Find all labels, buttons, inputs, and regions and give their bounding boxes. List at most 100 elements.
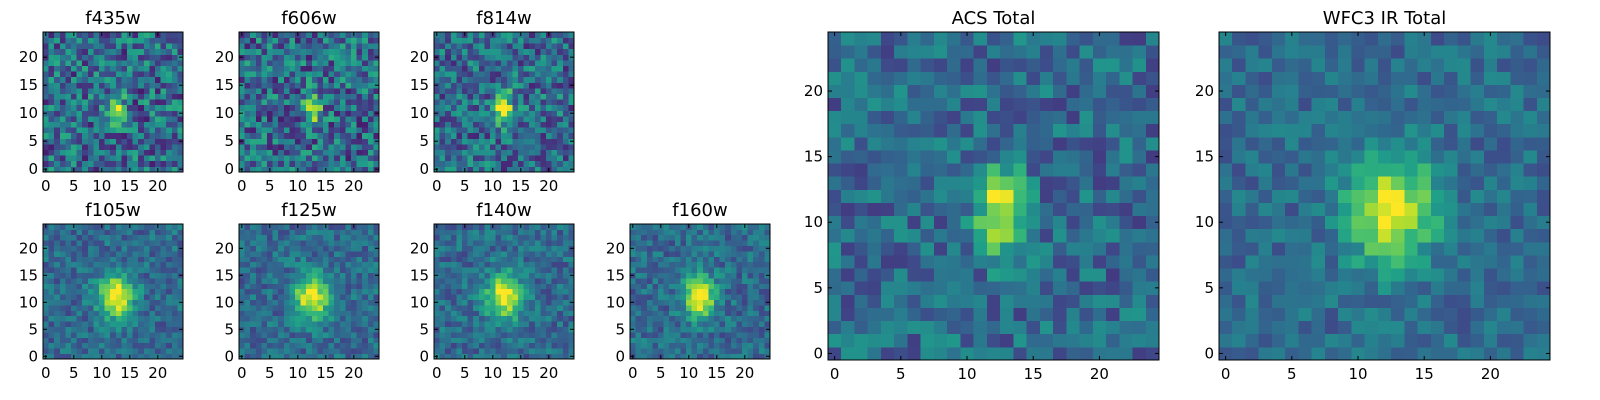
- heatmap-cell: [1132, 241, 1147, 256]
- heatmap-cell: [1013, 346, 1027, 361]
- heatmap-cell: [1066, 294, 1080, 308]
- heatmap-cell: [663, 261, 670, 268]
- heatmap-cell: [155, 294, 161, 300]
- heatmap-cell: [300, 37, 307, 44]
- heatmap-cell: [59, 160, 66, 167]
- heatmap-cell: [356, 43, 363, 50]
- heatmap-cell: [339, 32, 346, 38]
- heatmap-cell: [456, 332, 463, 338]
- heatmap-cell: [48, 149, 55, 156]
- heatmap-cell: [630, 288, 636, 295]
- heatmap-cell: [54, 48, 61, 55]
- heatmap-cell: [149, 71, 156, 78]
- heatmap-cell: [48, 267, 55, 273]
- heatmap-cell: [138, 155, 145, 162]
- heatmap-cell: [328, 256, 335, 263]
- heatmap-cell: [456, 337, 463, 344]
- heatmap-cell: [686, 256, 692, 263]
- heatmap-cell: [986, 268, 1001, 282]
- heatmap-cell: [742, 251, 748, 257]
- heatmap-cell: [467, 132, 474, 139]
- heatmap-cell: [630, 229, 636, 236]
- heatmap-cell: [65, 240, 72, 246]
- heatmap-cell: [674, 240, 681, 246]
- heatmap-cell: [250, 267, 257, 273]
- heatmap-cell: [534, 267, 541, 273]
- heatmap-cell: [1145, 268, 1160, 282]
- heatmap-cell: [439, 65, 446, 72]
- heatmap-cell: [1053, 241, 1067, 256]
- heatmap-cell: [339, 315, 346, 322]
- heatmap-cell: [557, 82, 564, 89]
- heatmap-cell: [495, 144, 502, 150]
- heatmap-cell: [841, 255, 855, 269]
- heatmap-cell: [93, 283, 100, 290]
- heatmap-cell: [250, 54, 257, 61]
- heatmap-cell: [439, 138, 446, 145]
- heatmap-cell: [317, 261, 324, 268]
- heatmap-cell: [300, 155, 307, 162]
- heatmap-cell: [155, 337, 161, 344]
- heatmap-cell: [456, 288, 463, 295]
- heatmap-cell: [82, 127, 89, 134]
- heatmap-cell: [663, 224, 670, 230]
- heatmap-cell: [367, 138, 374, 145]
- heatmap-cell: [562, 93, 569, 100]
- heatmap-cell: [518, 110, 524, 117]
- heatmap-cell: [546, 144, 552, 150]
- heatmap-cell: [434, 76, 440, 83]
- heatmap-cell: [43, 229, 49, 236]
- heatmap-cell: [747, 234, 754, 241]
- heatmap-cell: [658, 283, 664, 290]
- heatmap-cells: [239, 32, 380, 173]
- heatmap-cell: [557, 224, 564, 230]
- heatmap-cell: [462, 315, 468, 322]
- heatmap-cell: [708, 321, 715, 327]
- heatmap-cell: [568, 104, 575, 111]
- heatmap-cell: [456, 272, 463, 279]
- heatmap-cell: [300, 315, 307, 322]
- heatmap-cell: [334, 261, 341, 268]
- heatmap-cell: [43, 332, 49, 338]
- heatmap-cell: [339, 251, 346, 257]
- heatmap-cell: [239, 160, 245, 167]
- heatmap-cell: [171, 272, 178, 279]
- heatmap-cell: [306, 315, 313, 322]
- heatmap-cell: [306, 337, 313, 344]
- heatmap-cell: [328, 240, 335, 246]
- heatmap-cell: [456, 138, 463, 145]
- heatmap-cell: [646, 245, 653, 252]
- heatmap-cell: [306, 283, 313, 290]
- heatmap-cell: [54, 32, 61, 38]
- heatmap-cell: [434, 342, 440, 349]
- heatmap-cell: [48, 155, 55, 162]
- heatmap-cell: [76, 315, 83, 322]
- heatmap-cell: [339, 76, 346, 83]
- heatmap-cell: [267, 332, 273, 338]
- heatmap-cell: [43, 149, 49, 156]
- heatmap-cell: [646, 332, 653, 338]
- heatmap-cell: [317, 337, 324, 344]
- heatmap-cell: [719, 283, 726, 290]
- heatmap-cell: [110, 267, 117, 273]
- heatmap-cell: [986, 215, 1001, 230]
- heatmap-cell: [345, 144, 352, 150]
- heatmap-cell: [272, 261, 279, 268]
- heatmap-cell: [1092, 307, 1107, 322]
- heatmap-cell: [439, 82, 446, 89]
- heatmap-cell: [462, 60, 468, 66]
- heatmap-cell: [283, 149, 290, 156]
- heatmap-cell: [674, 305, 681, 311]
- heatmap-cell: [104, 32, 111, 38]
- heatmap-cell: [540, 240, 547, 246]
- heatmap-cell: [317, 37, 324, 44]
- heatmap-cell: [48, 110, 55, 117]
- heatmap-cell: [764, 256, 771, 263]
- heatmap-cell: [540, 132, 547, 139]
- heatmap-cell: [127, 116, 133, 122]
- heatmap-cell: [250, 37, 257, 44]
- heatmap-cell: [907, 176, 922, 190]
- heatmap-cell: [104, 261, 111, 268]
- heatmap-cell: [456, 54, 463, 61]
